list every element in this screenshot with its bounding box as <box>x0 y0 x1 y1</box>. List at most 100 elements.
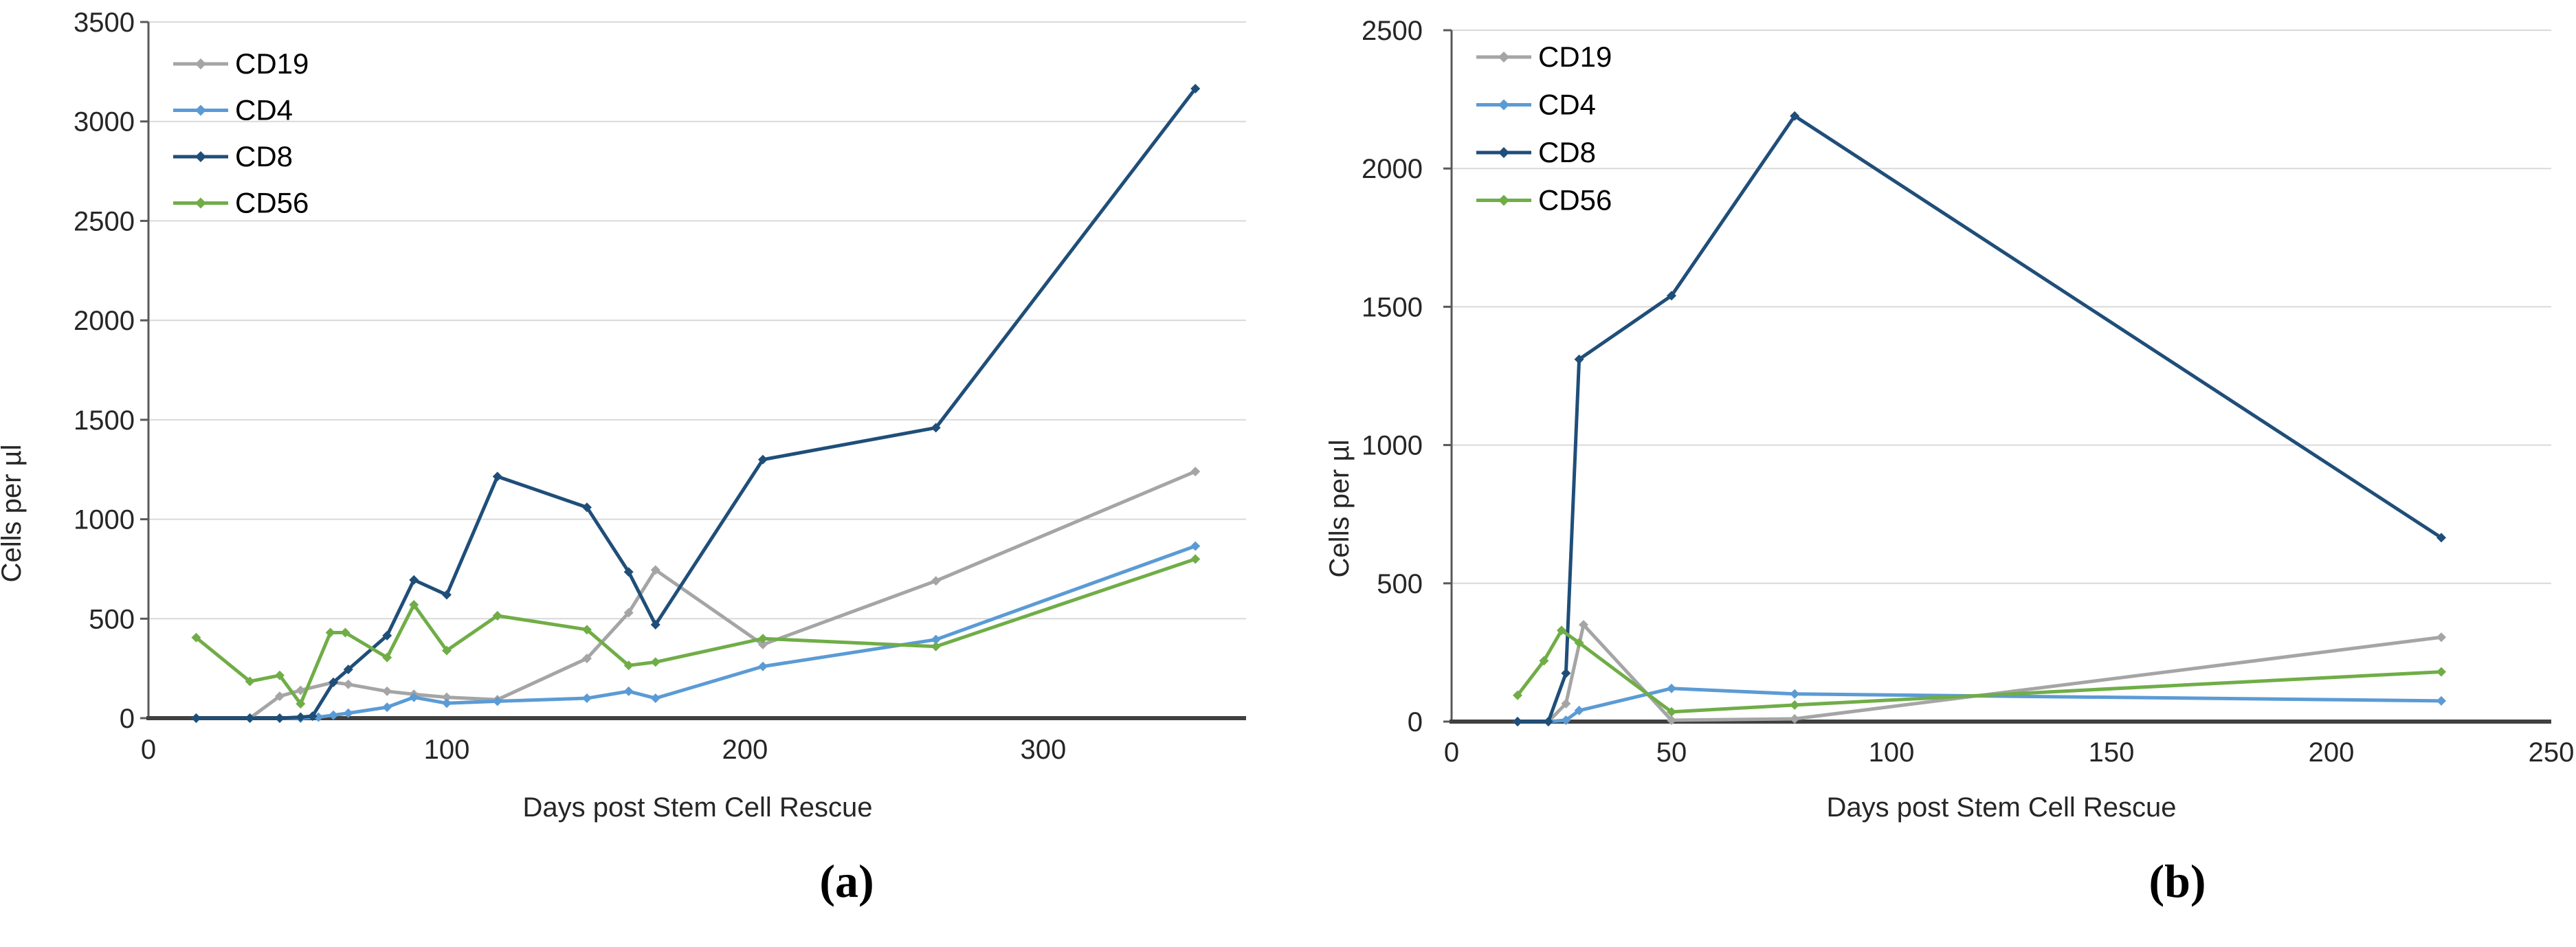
marker-CD19 <box>1561 698 1571 709</box>
series-markers-CD8 <box>1513 111 2446 726</box>
marker-CD4 <box>1561 715 1571 725</box>
marker-CD19 <box>931 576 941 586</box>
marker-CD4 <box>409 692 419 702</box>
series-markers-CD56 <box>1513 625 2446 717</box>
x-tick-label-200: 200 <box>2309 737 2355 768</box>
marker-CD8 <box>441 590 452 600</box>
marker-CD19 <box>2436 632 2446 643</box>
marker-CD56 <box>757 634 768 644</box>
x-tick-label-250: 250 <box>2529 737 2575 768</box>
marker-CD8 <box>1790 111 1800 121</box>
legend-item-CD8: CD8 <box>1476 136 1596 168</box>
x-axis-title: Days post Stem Cell Rescue <box>1826 792 2176 823</box>
marker-CD19 <box>1790 713 1800 724</box>
marker-CD56 <box>1667 706 1676 717</box>
marker-CD19 <box>274 691 285 702</box>
legend-item-CD4: CD4 <box>1476 89 1596 121</box>
marker-CD19 <box>343 679 353 689</box>
legend-item-CD56: CD56 <box>173 187 309 219</box>
marker-CD4 <box>329 710 339 720</box>
legend-marker-CD4 <box>195 104 206 116</box>
legend-item-CD19: CD19 <box>173 47 309 80</box>
marker-CD56 <box>623 660 634 671</box>
marker-CD19 <box>1579 620 1588 630</box>
marker-CD4 <box>623 686 634 696</box>
series-markers-CD19 <box>1513 620 2446 726</box>
marker-CD8 <box>329 677 339 687</box>
y-axis-title: Cells per µl <box>0 445 27 583</box>
marker-CD8 <box>409 575 419 585</box>
series-markers-CD8 <box>191 83 1201 723</box>
x-tick-label-100: 100 <box>1869 737 1915 768</box>
x-tick-label-0: 0 <box>141 735 156 765</box>
y-tick-label-500: 500 <box>89 604 135 634</box>
x-axis-title: Days post Stem Cell Rescue <box>522 792 872 823</box>
marker-CD4 <box>441 698 452 709</box>
legend-label-CD56: CD56 <box>1538 184 1612 216</box>
series-line-CD56 <box>194 557 1197 706</box>
marker-CD8 <box>245 713 255 723</box>
legend-marker-CD56 <box>1498 194 1509 206</box>
y-tick-label-3500: 3500 <box>74 8 135 38</box>
marker-CD8 <box>1561 668 1571 678</box>
marker-CD4 <box>313 712 324 722</box>
marker-CD8 <box>1513 717 1522 726</box>
marker-CD8 <box>2436 533 2446 543</box>
marker-CD56 <box>2436 667 2446 677</box>
marker-CD8 <box>382 630 392 640</box>
legend-marker-CD19 <box>1498 52 1509 63</box>
marker-CD56 <box>1574 638 1584 648</box>
legend-item-CD8: CD8 <box>173 140 293 172</box>
marker-CD56 <box>325 627 335 638</box>
legend-marker-CD8 <box>1498 147 1509 158</box>
x-tick-label-150: 150 <box>2089 737 2135 768</box>
y-tick-label-1000: 1000 <box>1362 431 1423 461</box>
marker-CD8 <box>1543 717 1553 726</box>
legend-b: CD19 CD4 CD8 CD56 <box>1476 41 1612 216</box>
y-tick-label-2500: 2500 <box>74 206 135 236</box>
marker-CD8 <box>307 711 318 722</box>
x-tick-label-200: 200 <box>722 735 768 765</box>
marker-CD56 <box>191 632 201 643</box>
legend-marker-CD4 <box>1498 99 1509 111</box>
marker-CD4 <box>757 661 768 671</box>
marker-CD56 <box>650 657 660 667</box>
marker-CD8 <box>931 423 941 433</box>
y-tick-label-2000: 2000 <box>74 306 135 336</box>
marker-CD56 <box>1790 700 1800 710</box>
legend-label-CD4: CD4 <box>235 94 293 126</box>
legend-label-CD56: CD56 <box>235 187 309 219</box>
marker-CD4 <box>650 693 660 704</box>
marker-CD56 <box>931 641 941 651</box>
marker-CD56 <box>1513 690 1522 700</box>
marker-CD19 <box>1667 715 1676 725</box>
x-tick-label-300: 300 <box>1021 735 1067 765</box>
marker-CD19 <box>757 639 768 649</box>
marker-CD56 <box>409 600 419 610</box>
y-tick-label-0: 0 <box>120 704 135 734</box>
marker-CD4 <box>1190 541 1201 551</box>
marker-CD56 <box>441 645 452 656</box>
caption-panel-b: (b) <box>2148 855 2206 907</box>
legend-label-CD4: CD4 <box>1538 89 1596 121</box>
y-tick-label-3000: 3000 <box>74 107 135 137</box>
legend-item-CD56: CD56 <box>1476 184 1612 216</box>
marker-CD19 <box>441 692 452 702</box>
series-line-CD8 <box>1515 114 2443 724</box>
marker-CD56 <box>581 625 592 635</box>
legend-item-CD19: CD19 <box>1476 41 1612 73</box>
marker-CD56 <box>296 699 306 709</box>
legend-label-CD8: CD8 <box>235 140 293 172</box>
marker-CD8 <box>1667 291 1676 301</box>
y-tick-label-2500: 2500 <box>1362 16 1423 46</box>
series-markers-CD56 <box>191 554 1201 709</box>
marker-CD8 <box>757 454 768 465</box>
marker-CD4 <box>343 708 353 718</box>
marker-CD56 <box>1539 656 1549 666</box>
marker-CD4 <box>1790 689 1800 699</box>
y-tick-label-1500: 1500 <box>1362 292 1423 322</box>
marker-CD56 <box>1557 625 1566 636</box>
y-tick-label-1500: 1500 <box>74 405 135 436</box>
